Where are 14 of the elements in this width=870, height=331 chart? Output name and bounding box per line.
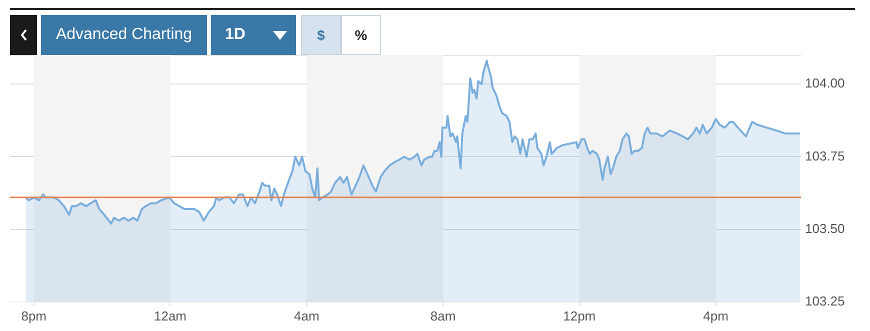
- x-tick-label: 4am: [294, 308, 320, 324]
- x-tick-label: 4pm: [703, 308, 728, 324]
- x-tick-label: 8pm: [21, 308, 47, 324]
- text: $: [317, 27, 325, 43]
- y-tick-label: 103.25: [805, 294, 845, 309]
- text: %: [354, 27, 368, 43]
- y-tick-label: 103.75: [805, 148, 845, 164]
- x-tick-label: 8am: [430, 308, 456, 324]
- y-tick-label: 103.50: [805, 220, 845, 236]
- text: Advanced Charting: [56, 26, 192, 44]
- x-tick-label: 12pm: [563, 308, 596, 324]
- y-tick-label: 104.00: [805, 76, 845, 91]
- x-tick-label: 12am: [154, 308, 187, 324]
- text: 1D: [225, 26, 246, 44]
